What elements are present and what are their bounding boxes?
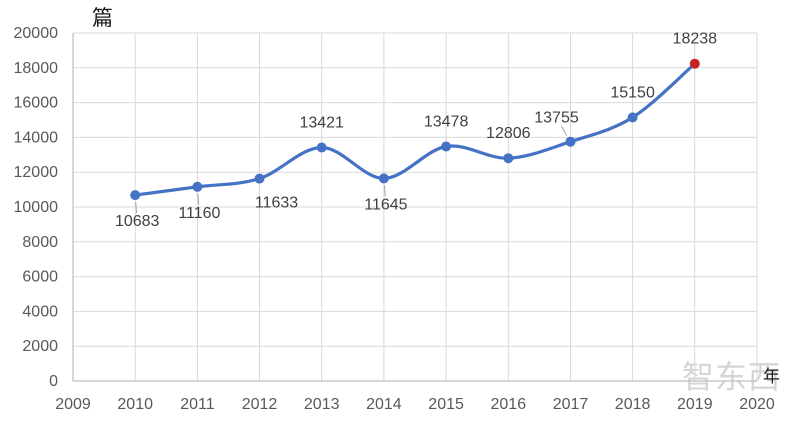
x-tick-label: 2019 [677, 396, 713, 413]
y-tick-label: 4000 [22, 303, 58, 320]
y-tick-label: 2000 [22, 338, 58, 355]
y-tick-label: 6000 [22, 269, 58, 286]
data-point [627, 112, 638, 123]
data-point [441, 141, 452, 152]
x-tick-label: 2016 [491, 396, 527, 413]
data-label: 13755 [534, 110, 579, 127]
x-tick-label: 2014 [366, 396, 402, 413]
data-point [378, 173, 389, 184]
data-label: 18238 [673, 31, 718, 48]
label-leader-line [383, 185, 386, 197]
data-point [565, 136, 576, 147]
x-tick-label: 2020 [739, 396, 775, 413]
y-tick-label: 16000 [14, 95, 59, 112]
data-label: 11645 [364, 196, 407, 213]
data-label: 13421 [299, 115, 344, 132]
y-tick-label: 0 [49, 373, 58, 390]
data-label: 10683 [115, 213, 160, 230]
y-tick-label: 10000 [14, 199, 59, 216]
label-leader-line [135, 202, 138, 214]
x-tick-label: 2013 [304, 396, 340, 413]
data-label: 13478 [424, 114, 469, 131]
x-tick-label: 2009 [55, 396, 91, 413]
data-label: 11160 [178, 205, 220, 222]
x-tick-label: 2010 [117, 396, 153, 413]
data-point [254, 173, 265, 184]
x-tick-label: 2012 [242, 396, 278, 413]
data-point [503, 153, 514, 164]
y-tick-label: 14000 [14, 129, 59, 146]
label-leader-line [560, 125, 568, 136]
x-tick-label: 2015 [428, 396, 464, 413]
data-label: 15150 [610, 84, 655, 101]
data-label: 11633 [255, 195, 298, 212]
x-tick-label: 2018 [615, 396, 651, 413]
data-label: 12806 [486, 125, 531, 142]
x-tick-label: 2017 [553, 396, 589, 413]
data-point [192, 181, 203, 192]
y-axis-title: 篇 [92, 7, 113, 30]
x-tick-label: 2011 [180, 396, 215, 413]
x-axis-title: 年 [763, 367, 780, 386]
y-tick-label: 20000 [14, 25, 59, 42]
data-point [130, 190, 141, 201]
watermark: 智东西 [682, 359, 782, 395]
data-series-line [133, 62, 697, 197]
y-tick-label: 12000 [14, 164, 59, 181]
data-point-highlight [689, 58, 700, 69]
data-point [316, 142, 327, 153]
label-leader-line [197, 193, 200, 205]
y-tick-label: 18000 [14, 60, 59, 77]
y-tick-label: 8000 [22, 234, 58, 251]
